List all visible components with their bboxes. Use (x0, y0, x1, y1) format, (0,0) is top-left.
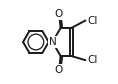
Text: O: O (55, 9, 63, 19)
Text: O: O (55, 65, 63, 75)
Text: Cl: Cl (88, 55, 98, 65)
Text: N: N (48, 37, 56, 47)
Text: Cl: Cl (88, 16, 98, 26)
